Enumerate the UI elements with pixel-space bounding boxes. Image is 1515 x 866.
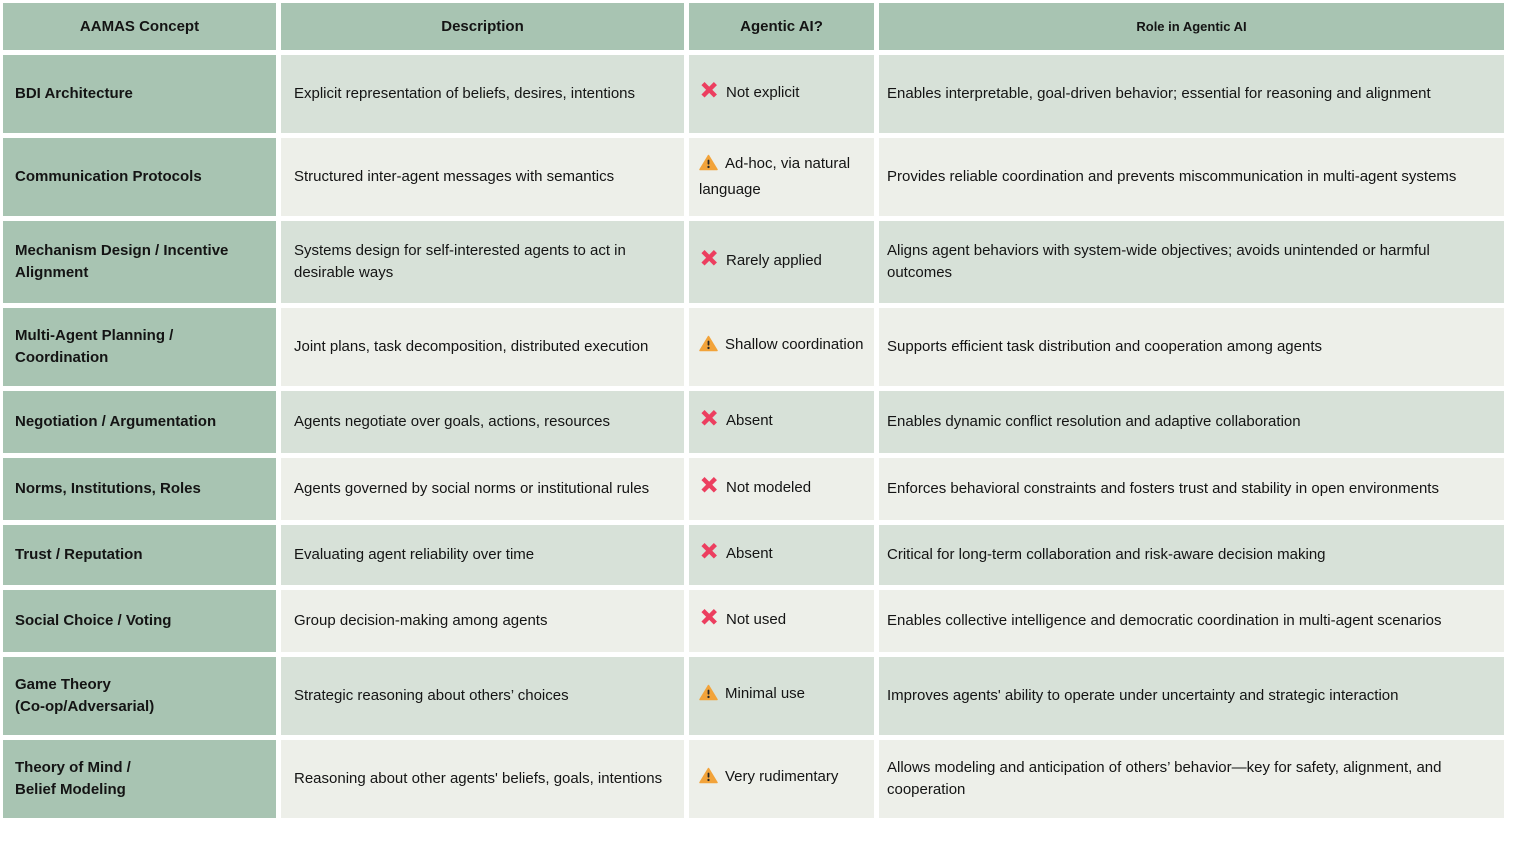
table-row: Mechanism Design / Incentive Alignment S… (3, 221, 1504, 303)
cross-icon (699, 408, 719, 436)
table-row: Game Theory (Co-op/Adversarial) Strategi… (3, 657, 1504, 735)
concept-cell: Communication Protocols (3, 138, 276, 216)
table-row: BDI Architecture Explicit representation… (3, 55, 1504, 133)
column-header-aamas-concept: AAMAS Concept (3, 3, 276, 50)
description-cell: Explicit representation of beliefs, desi… (281, 55, 684, 133)
status-cell: Absent (689, 525, 874, 585)
cross-icon (699, 80, 719, 108)
concept-cell: BDI Architecture (3, 55, 276, 133)
table-row: Norms, Institutions, Roles Agents govern… (3, 458, 1504, 520)
description-cell: Evaluating agent reliability over time (281, 525, 684, 585)
table-row: Multi-Agent Planning / Coordination Join… (3, 308, 1504, 386)
table-row: Trust / Reputation Evaluating agent reli… (3, 525, 1504, 585)
status-cell: Not explicit (689, 55, 874, 133)
table-row: Communication Protocols Structured inter… (3, 138, 1504, 216)
status-label: Absent (726, 412, 773, 430)
concept-cell: Norms, Institutions, Roles (3, 458, 276, 520)
concept-cell: Theory of Mind / Belief Modeling (3, 740, 276, 818)
role-cell: Allows modeling and anticipation of othe… (879, 740, 1504, 818)
status-label: Not used (726, 611, 787, 629)
role-cell: Enforces behavioral constraints and fost… (879, 458, 1504, 520)
status-label: Minimal use (725, 685, 806, 703)
column-header-agentic-ai: Agentic AI? (689, 3, 874, 50)
role-cell: Aligns agent behaviors with system-wide … (879, 221, 1504, 303)
status-label: Very rudimentary (725, 768, 839, 786)
description-cell: Agents negotiate over goals, actions, re… (281, 391, 684, 453)
concept-cell: Social Choice / Voting (3, 590, 276, 652)
description-cell: Strategic reasoning about others’ choice… (281, 657, 684, 735)
status-label: Not modeled (726, 479, 812, 497)
status-label: Shallow coordination (725, 336, 864, 354)
description-cell: Group decision-making among agents (281, 590, 684, 652)
warning-icon (699, 154, 718, 179)
description-cell: Systems design for self-interested agent… (281, 221, 684, 303)
status-cell: Ad-hoc, via natural language (689, 138, 874, 216)
status-cell: Not used (689, 590, 874, 652)
status-cell: Rarely applied (689, 221, 874, 303)
cross-icon (699, 248, 719, 276)
status-cell: Not modeled (689, 458, 874, 520)
status-label: Absent (726, 545, 773, 563)
description-cell: Joint plans, task decomposition, distrib… (281, 308, 684, 386)
role-cell: Supports efficient task distribution and… (879, 308, 1504, 386)
column-header-role-in-agentic-ai: Role in Agentic AI (879, 3, 1504, 50)
concept-cell: Mechanism Design / Incentive Alignment (3, 221, 276, 303)
table-row: Social Choice / Voting Group decision-ma… (3, 590, 1504, 652)
cross-icon (699, 607, 719, 635)
status-cell: Absent (689, 391, 874, 453)
role-cell: Enables interpretable, goal-driven behav… (879, 55, 1504, 133)
description-cell: Reasoning about other agents' beliefs, g… (281, 740, 684, 818)
role-cell: Provides reliable coordination and preve… (879, 138, 1504, 216)
aamas-comparison-table: AAMAS Concept Description Agentic AI? Ro… (3, 3, 1504, 818)
status-label: Not explicit (726, 84, 800, 102)
role-cell: Enables collective intelligence and demo… (879, 590, 1504, 652)
concept-cell: Trust / Reputation (3, 525, 276, 585)
role-cell: Improves agents' ability to operate unde… (879, 657, 1504, 735)
description-cell: Agents governed by social norms or insti… (281, 458, 684, 520)
table-header: AAMAS Concept Description Agentic AI? Ro… (3, 3, 1504, 50)
table-row: Theory of Mind / Belief Modeling Reasoni… (3, 740, 1504, 818)
role-cell: Enables dynamic conflict resolution and … (879, 391, 1504, 453)
table-row: Negotiation / Argumentation Agents negot… (3, 391, 1504, 453)
role-cell: Critical for long-term collaboration and… (879, 525, 1504, 585)
cross-icon (699, 475, 719, 503)
status-cell: Shallow coordination (689, 308, 874, 386)
warning-icon (699, 684, 718, 709)
status-label: Ad-hoc, via natural language (699, 155, 851, 198)
concept-cell: Game Theory (Co-op/Adversarial) (3, 657, 276, 735)
status-label: Rarely applied (726, 252, 822, 270)
status-cell: Very rudimentary (689, 740, 874, 818)
concept-cell: Multi-Agent Planning / Coordination (3, 308, 276, 386)
warning-icon (699, 335, 718, 360)
status-cell: Minimal use (689, 657, 874, 735)
warning-icon (699, 767, 718, 792)
concept-cell: Negotiation / Argumentation (3, 391, 276, 453)
column-header-description: Description (281, 3, 684, 50)
cross-icon (699, 541, 719, 569)
table-body: BDI Architecture Explicit representation… (3, 55, 1504, 818)
description-cell: Structured inter-agent messages with sem… (281, 138, 684, 216)
